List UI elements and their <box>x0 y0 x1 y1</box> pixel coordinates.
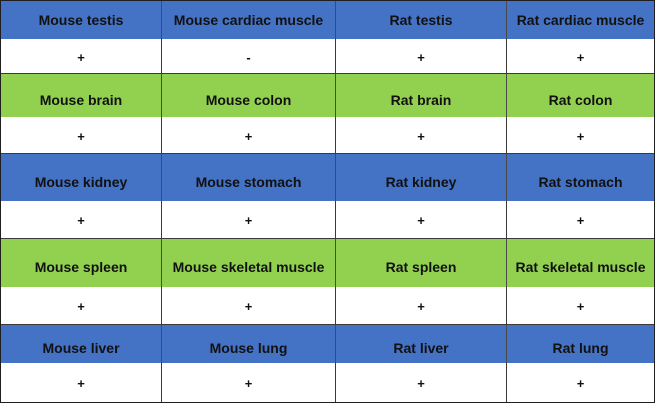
expression-value: + <box>336 201 507 239</box>
expression-value: + <box>1 201 162 239</box>
tissue-label: Mouse testis <box>1 1 162 39</box>
expression-value: + <box>336 287 507 325</box>
tissue-label: Mouse skeletal muscle <box>162 239 336 287</box>
tissue-label: Rat colon <box>507 74 654 117</box>
tissue-label: Mouse stomach <box>162 154 336 201</box>
expression-value: + <box>162 287 336 325</box>
tissue-label: Rat stomach <box>507 154 654 201</box>
tissue-label: Rat skeletal muscle <box>507 239 654 287</box>
expression-value: + <box>162 363 336 402</box>
expression-value: + <box>507 117 654 154</box>
tissue-label: Rat testis <box>336 1 507 39</box>
tissue-label: Rat brain <box>336 74 507 117</box>
expression-value: + <box>336 39 507 74</box>
tissue-label: Rat liver <box>336 325 507 363</box>
expression-value: + <box>507 363 654 402</box>
expression-value: + <box>1 363 162 402</box>
tissue-label: Rat spleen <box>336 239 507 287</box>
tissue-label: Rat lung <box>507 325 654 363</box>
expression-value: + <box>336 117 507 154</box>
expression-value: + <box>507 287 654 325</box>
tissue-label: Mouse lung <box>162 325 336 363</box>
tissue-label: Rat cardiac muscle <box>507 1 654 39</box>
tissue-label: Mouse kidney <box>1 154 162 201</box>
expression-value: + <box>1 39 162 74</box>
expression-value: + <box>1 287 162 325</box>
tissue-label: Mouse brain <box>1 74 162 117</box>
tissue-label: Mouse cardiac muscle <box>162 1 336 39</box>
tissue-label: Mouse spleen <box>1 239 162 287</box>
expression-value: - <box>162 39 336 74</box>
expression-value: + <box>162 117 336 154</box>
expression-value: + <box>507 201 654 239</box>
tissue-label: Mouse colon <box>162 74 336 117</box>
expression-value: + <box>162 201 336 239</box>
expression-value: + <box>336 363 507 402</box>
expression-value: + <box>507 39 654 74</box>
tissue-label: Mouse liver <box>1 325 162 363</box>
tissue-label: Rat kidney <box>336 154 507 201</box>
expression-value: + <box>1 117 162 154</box>
